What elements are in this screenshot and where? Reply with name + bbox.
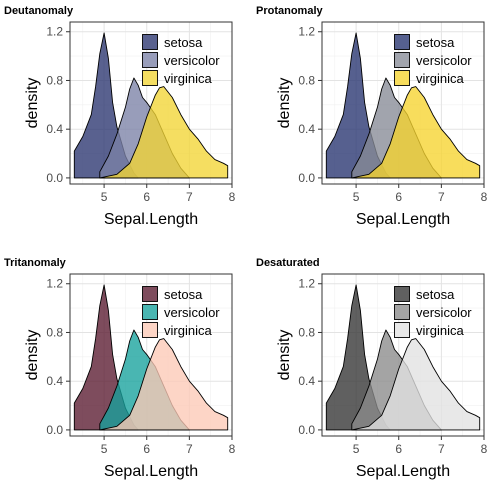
y-tick-label: 0.8	[46, 325, 63, 339]
panel-title: Desaturated	[256, 257, 320, 269]
panel-border	[321, 21, 485, 185]
legend-key-versicolor	[394, 304, 410, 320]
legend-key-setosa	[394, 286, 410, 302]
y-tick-label: 0.8	[298, 325, 315, 339]
legend-key-virginica	[394, 70, 410, 86]
chart-panel-3: Desaturated 5 6 7 8 0.0 0.4 0.8 1.2 Sepal.Length d…	[256, 257, 488, 480]
x-tick-label: 5	[101, 442, 108, 456]
x-axis-title: Sepal.Length	[356, 211, 450, 228]
y-tick-label: 1.2	[298, 25, 315, 39]
y-axis-title: density	[276, 78, 293, 129]
density-area-virginica	[351, 338, 481, 431]
y-tick-label: 0.0	[298, 171, 315, 185]
legend-key-virginica	[394, 322, 410, 338]
density-area-virginica	[99, 338, 229, 431]
panel-title: Protanomaly	[256, 5, 324, 17]
y-axis-title: density	[276, 330, 293, 381]
x-tick-label: 6	[395, 442, 402, 456]
x-tick-label: 8	[229, 442, 236, 456]
legend-label-virginica: virginica	[416, 71, 464, 86]
x-tick-label: 7	[438, 442, 445, 456]
legend-label-virginica: virginica	[416, 323, 464, 338]
x-tick-label: 8	[481, 442, 488, 456]
y-tick-label: 0.4	[298, 122, 315, 136]
legend-label-virginica: virginica	[164, 71, 212, 86]
legend-label-virginica: virginica	[164, 323, 212, 338]
y-tick-label: 0.8	[46, 73, 63, 87]
x-axis-title: Sepal.Length	[356, 463, 450, 480]
panel-title: Deutanomaly	[4, 5, 74, 17]
y-tick-label: 0.4	[46, 374, 63, 388]
y-tick-label: 0.0	[298, 423, 315, 437]
x-tick-label: 5	[353, 190, 360, 204]
panel-border	[69, 21, 233, 185]
legend-key-versicolor	[142, 304, 158, 320]
x-axis-title: Sepal.Length	[104, 211, 198, 228]
legend-label-versicolor: versicolor	[416, 53, 472, 68]
x-tick-label: 6	[143, 442, 150, 456]
x-tick-label: 6	[395, 190, 402, 204]
y-axis-title: density	[24, 330, 41, 381]
legend-label-setosa: setosa	[164, 287, 203, 302]
y-tick-label: 0.8	[298, 73, 315, 87]
legend-label-versicolor: versicolor	[416, 305, 472, 320]
x-tick-label: 5	[101, 190, 108, 204]
y-axis-title: density	[24, 78, 41, 129]
panel-border	[321, 273, 485, 437]
x-tick-label: 8	[481, 190, 488, 204]
legend-key-setosa	[142, 286, 158, 302]
legend-label-versicolor: versicolor	[164, 53, 220, 68]
legend-label-setosa: setosa	[416, 35, 455, 50]
y-tick-label: 0.4	[298, 374, 315, 388]
y-tick-label: 1.2	[46, 25, 63, 39]
chart-panel-0: Deutanomaly 5 6 7 8 0.0 0.4 0.8 1.2 Sepal.Length d…	[4, 5, 236, 228]
y-tick-label: 1.2	[298, 277, 315, 291]
x-axis-title: Sepal.Length	[104, 463, 198, 480]
chart-panel-2: Tritanomaly 5 6 7 8 0.0 0.4 0.8 1.2 Sepal.Length d…	[4, 257, 236, 480]
x-tick-label: 7	[186, 442, 193, 456]
y-tick-label: 0.0	[46, 423, 63, 437]
x-tick-label: 5	[353, 442, 360, 456]
density-area-virginica	[99, 86, 229, 179]
y-tick-label: 0.0	[46, 171, 63, 185]
x-tick-label: 7	[438, 190, 445, 204]
y-tick-label: 0.4	[46, 122, 63, 136]
legend-key-versicolor	[394, 52, 410, 68]
legend-label-setosa: setosa	[164, 35, 203, 50]
legend-key-setosa	[394, 34, 410, 50]
x-tick-label: 7	[186, 190, 193, 204]
x-tick-label: 8	[229, 190, 236, 204]
legend-key-virginica	[142, 70, 158, 86]
y-tick-label: 1.2	[46, 277, 63, 291]
panel-border	[69, 273, 233, 437]
chart-panel-1: Protanomaly 5 6 7 8 0.0 0.4 0.8 1.2 Sepal.Length d…	[256, 5, 488, 228]
density-area-virginica	[351, 86, 481, 179]
legend-label-versicolor: versicolor	[164, 305, 220, 320]
legend-key-setosa	[142, 34, 158, 50]
legend-key-virginica	[142, 322, 158, 338]
legend-label-setosa: setosa	[416, 287, 455, 302]
x-tick-label: 6	[143, 190, 150, 204]
panel-title: Tritanomaly	[4, 257, 67, 269]
legend-key-versicolor	[142, 52, 158, 68]
